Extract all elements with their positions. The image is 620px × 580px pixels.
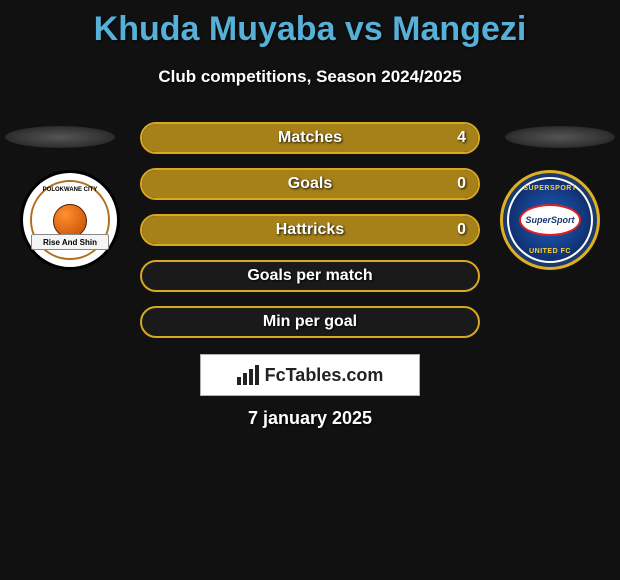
club-badge-left: POLOKWANE CITY Rise And Shin [20, 170, 120, 270]
player-silhouette-left [5, 126, 115, 148]
bar-label: Matches [142, 124, 478, 152]
bar-hattricks: Hattricks 0 [140, 214, 480, 246]
page-title: Khuda Muyaba vs Mangezi [0, 0, 620, 49]
club-emblem-oval: SuperSport [519, 204, 581, 236]
club-name-top: POLOKWANE CITY [43, 187, 98, 193]
player-silhouette-right [505, 126, 615, 148]
club-emblem-icon [53, 204, 87, 238]
club-name-bottom: UNITED FC [529, 248, 571, 255]
club-name-top: SUPERSPORT [523, 185, 576, 192]
club-logo-right: SUPERSPORT SuperSport UNITED FC [507, 177, 593, 263]
stat-bars: Matches 4 Goals 0 Hattricks 0 Goals per … [140, 122, 480, 352]
bar-label: Hattricks [142, 216, 478, 244]
brand-text: FcTables.com [265, 365, 384, 386]
bar-min-per-goal: Min per goal [140, 306, 480, 338]
club-logo-left: POLOKWANE CITY Rise And Shin [30, 180, 110, 260]
date-label: 7 january 2025 [0, 408, 620, 429]
bar-matches: Matches 4 [140, 122, 480, 154]
club-badge-right: SUPERSPORT SuperSport UNITED FC [500, 170, 600, 270]
bar-right-value: 0 [457, 170, 466, 198]
bar-label: Goals per match [142, 262, 478, 290]
subtitle: Club competitions, Season 2024/2025 [0, 67, 620, 87]
bar-goals-per-match: Goals per match [140, 260, 480, 292]
brand-box: FcTables.com [200, 354, 420, 396]
bar-right-value: 4 [457, 124, 466, 152]
bar-right-value: 0 [457, 216, 466, 244]
bar-goals: Goals 0 [140, 168, 480, 200]
bar-chart-icon [237, 365, 259, 385]
bar-label: Min per goal [142, 308, 478, 336]
club-ribbon: Rise And Shin [31, 234, 109, 250]
bar-label: Goals [142, 170, 478, 198]
